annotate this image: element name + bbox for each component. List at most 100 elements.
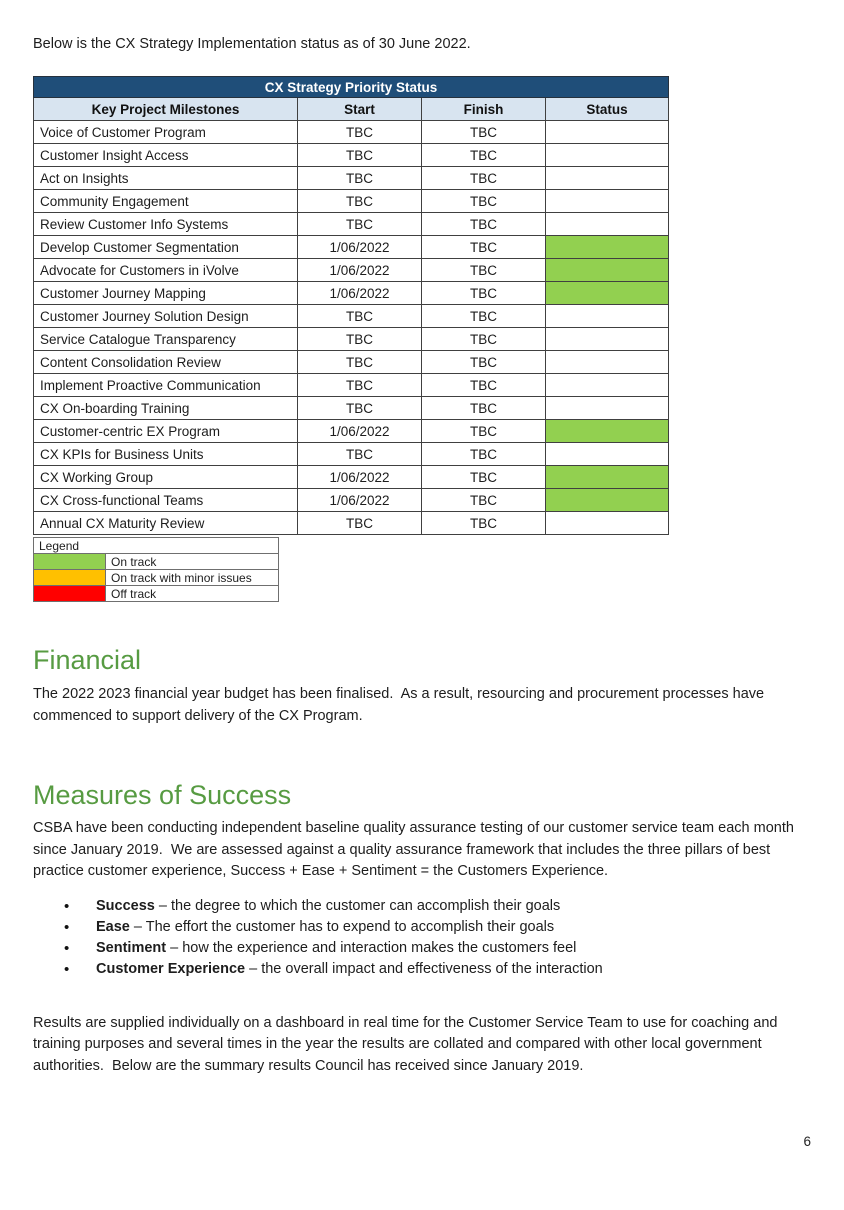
start-cell: TBC: [297, 442, 422, 466]
status-table: CX Strategy Priority Status Key Project …: [32, 76, 670, 535]
table-row: Community Engagement TBC TBC: [33, 189, 670, 213]
status-cell: [544, 212, 670, 236]
finish-cell: TBC: [421, 189, 546, 213]
legend-row: Off track: [33, 585, 280, 602]
finish-cell: TBC: [421, 465, 546, 489]
finish-cell: TBC: [421, 235, 546, 259]
start-cell: 1/06/2022: [297, 465, 422, 489]
legend-title: Legend: [32, 537, 280, 554]
finish-cell: TBC: [421, 258, 546, 282]
start-cell: 1/06/2022: [297, 258, 422, 282]
finish-cell: TBC: [421, 350, 546, 374]
table-row: Customer Journey Mapping 1/06/2022 TBC: [33, 281, 670, 305]
status-cell: [544, 281, 670, 305]
table-row: Service Catalogue Transparency TBC TBC: [33, 327, 670, 351]
legend-title-row: Legend: [32, 537, 280, 554]
start-cell: TBC: [297, 396, 422, 420]
start-cell: TBC: [297, 189, 422, 213]
page-number: 6: [803, 1134, 811, 1149]
table-row: CX On-boarding Training TBC TBC: [33, 396, 670, 420]
table-row: Act on Insights TBC TBC: [33, 166, 670, 190]
start-cell: 1/06/2022: [297, 235, 422, 259]
finish-cell: TBC: [421, 120, 546, 144]
legend-swatch-minor_issues: [33, 569, 106, 586]
legend-row: On track with minor issues: [33, 569, 280, 586]
status-table-title: CX Strategy Priority Status: [32, 76, 670, 98]
status-cell: [544, 143, 670, 167]
finish-cell: TBC: [421, 419, 546, 443]
milestone-cell: Develop Customer Segmentation: [33, 235, 298, 259]
legend-row: On track: [33, 553, 280, 570]
status-cell: [544, 258, 670, 282]
legend-swatch-off_track: [33, 585, 106, 602]
status-cell: [544, 488, 670, 512]
legend-label: On track: [104, 553, 280, 570]
legend-label: Off track: [104, 585, 280, 602]
pillar-term: Success: [96, 897, 155, 914]
pillar-description: – how the experience and interaction mak…: [166, 939, 577, 956]
milestone-cell: Implement Proactive Communication: [33, 373, 298, 397]
milestone-cell: CX On-boarding Training: [33, 396, 298, 420]
start-cell: 1/06/2022: [297, 281, 422, 305]
pillar-item: Success – the degree to which the custom…: [64, 896, 844, 917]
finish-cell: TBC: [421, 488, 546, 512]
status-cell: [544, 442, 670, 466]
finish-cell: TBC: [421, 327, 546, 351]
status-cell: [544, 304, 670, 328]
status-cell: [544, 396, 670, 420]
start-cell: TBC: [297, 143, 422, 167]
table-row: Content Consolidation Review TBC TBC: [33, 350, 670, 374]
table-row: Customer Journey Solution Design TBC TBC: [33, 304, 670, 328]
table-row: CX Cross-functional Teams 1/06/2022 TBC: [33, 488, 670, 512]
milestone-cell: Content Consolidation Review: [33, 350, 298, 374]
milestone-cell: Customer Journey Mapping: [33, 281, 298, 305]
table-row: CX KPIs for Business Units TBC TBC: [33, 442, 670, 466]
finish-cell: TBC: [421, 511, 546, 535]
finish-cell: TBC: [421, 304, 546, 328]
finish-cell: TBC: [421, 212, 546, 236]
start-cell: TBC: [297, 327, 422, 351]
start-cell: TBC: [297, 212, 422, 236]
start-cell: TBC: [297, 373, 422, 397]
start-cell: TBC: [297, 511, 422, 535]
milestone-cell: Customer Insight Access: [33, 143, 298, 167]
pillar-term: Ease: [96, 918, 130, 935]
finish-cell: TBC: [421, 442, 546, 466]
finish-cell: TBC: [421, 281, 546, 305]
table-row: Review Customer Info Systems TBC TBC: [33, 212, 670, 236]
milestone-cell: Annual CX Maturity Review: [33, 511, 298, 535]
status-cell: [544, 120, 670, 144]
start-cell: TBC: [297, 304, 422, 328]
pillar-description: – the degree to which the customer can a…: [154, 897, 561, 914]
column-header-status: Status: [544, 97, 670, 121]
pillar-item: Ease – The effort the customer has to ex…: [64, 917, 844, 938]
financial-paragraph: The 2022 2023 financial year budget has …: [33, 686, 769, 724]
start-cell: TBC: [297, 350, 422, 374]
milestone-cell: Customer Journey Solution Design: [33, 304, 298, 328]
pillar-item: Sentiment – how the experience and inter…: [64, 938, 844, 959]
milestone-cell: Review Customer Info Systems: [33, 212, 298, 236]
table-row: Customer Insight Access TBC TBC: [33, 143, 670, 167]
column-header-finish: Finish: [421, 97, 546, 121]
status-table-header-row: Key Project Milestones Start Finish Stat…: [33, 97, 670, 121]
milestone-cell: Act on Insights: [33, 166, 298, 190]
pillar-term: Sentiment: [96, 939, 167, 956]
milestone-cell: Voice of Customer Program: [33, 120, 298, 144]
start-cell: TBC: [297, 120, 422, 144]
measures-paragraph: CSBA have been conducting independent ba…: [33, 820, 798, 879]
status-cell: [544, 350, 670, 374]
column-header-milestones: Key Project Milestones: [33, 97, 298, 121]
start-cell: TBC: [297, 166, 422, 190]
table-row: Annual CX Maturity Review TBC TBC: [33, 511, 670, 535]
heading-financial: Financial: [33, 645, 142, 675]
pillars-list: Success – the degree to which the custom…: [33, 896, 844, 980]
status-table-body: Voice of Customer Program TBC TBC Customer …: [33, 120, 670, 535]
closing-paragraph: Results are supplied individually on a d…: [33, 1014, 782, 1074]
legend-body: On track On track with minor issues Off tr…: [33, 553, 280, 602]
legend-label: On track with minor issues: [104, 569, 280, 586]
pillar-description: – the overall impact and effectiveness o…: [245, 960, 603, 977]
pillar-description: – The effort the customer has to expend …: [129, 918, 555, 935]
intro-text: Below is the CX Strategy Implementation …: [33, 36, 471, 52]
column-header-start: Start: [297, 97, 422, 121]
